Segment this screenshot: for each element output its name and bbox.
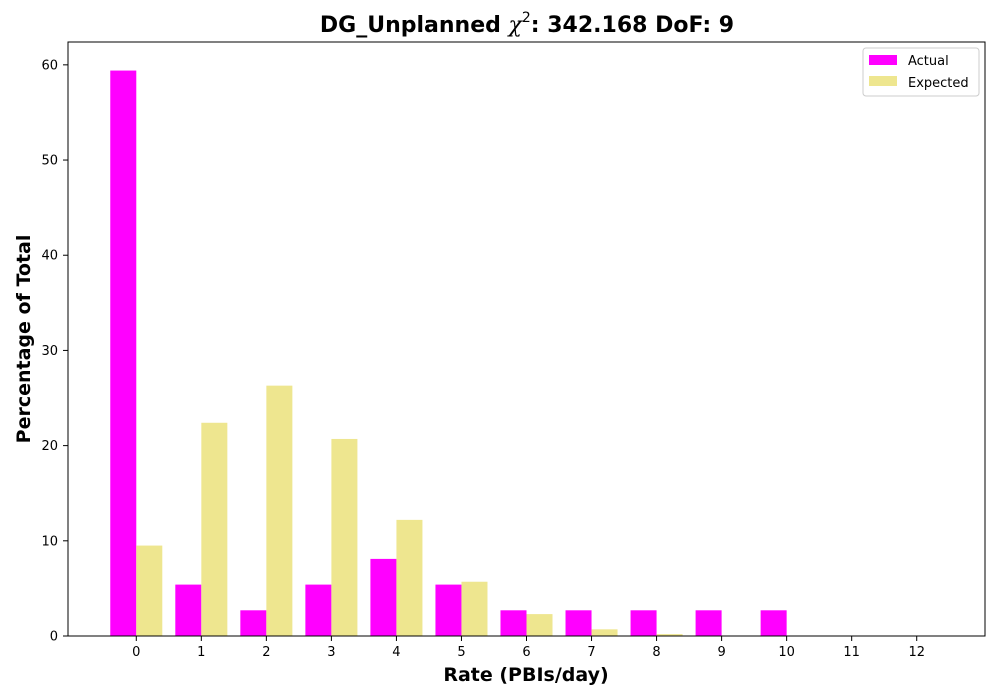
bar-actual-10	[760, 610, 787, 636]
bar-actual-5	[435, 584, 462, 636]
x-tick-label: 5	[457, 645, 465, 660]
bar-expected-6	[526, 614, 553, 636]
chart-title: DG_Unplanned χ2: 342.168 DoF: 9	[320, 10, 734, 38]
legend-label-expected: Expected	[908, 76, 969, 91]
bar-actual-2	[240, 610, 267, 636]
bar-actual-3	[305, 584, 332, 636]
y-tick-label: 50	[41, 154, 58, 169]
bar-actual-7	[565, 610, 592, 636]
bar-expected-4	[396, 519, 423, 636]
x-tick-label: 11	[843, 645, 860, 660]
bar-expected-2	[266, 385, 293, 636]
x-tick-label: 1	[197, 645, 205, 660]
bar-expected-1	[201, 422, 228, 636]
bar-expected-5	[461, 581, 488, 636]
legend: Actual Expected	[862, 47, 980, 97]
bars-group	[110, 70, 813, 637]
x-tick-label: 7	[587, 645, 595, 660]
plot-frame	[67, 41, 986, 637]
y-tick-label: 20	[41, 439, 58, 454]
y-axis-label: Percentage of Total	[13, 235, 35, 444]
bar-expected-0	[136, 545, 163, 636]
y-tick-label: 10	[41, 534, 58, 549]
bar-actual-9	[695, 610, 722, 636]
x-tick-label: 10	[778, 645, 795, 660]
legend-swatch-expected	[869, 76, 897, 86]
bar-expected-8	[656, 634, 683, 636]
y-axis-ticks: 0 10 20 30 40 50 60	[41, 58, 68, 645]
y-tick-label: 0	[50, 630, 58, 645]
bar-actual-8	[630, 610, 657, 636]
x-tick-label: 3	[327, 645, 335, 660]
x-tick-label: 4	[392, 645, 400, 660]
bar-expected-7	[591, 629, 618, 636]
bar-actual-0	[110, 70, 137, 637]
bar-actual-6	[500, 610, 527, 636]
x-tick-label: 12	[908, 645, 925, 660]
x-tick-label: 0	[132, 645, 140, 660]
x-tick-label: 2	[262, 645, 270, 660]
y-tick-label: 60	[41, 58, 58, 73]
y-tick-label: 30	[41, 344, 58, 359]
x-tick-label: 8	[652, 645, 660, 660]
x-axis-ticks: 0 1 2 3 4 5 6 7 8 9 10 11 12	[132, 636, 925, 660]
legend-label-actual: Actual	[908, 54, 949, 69]
x-tick-label: 9	[717, 645, 725, 660]
y-tick-label: 40	[41, 249, 58, 264]
bar-actual-1	[175, 584, 202, 636]
x-tick-label: 6	[522, 645, 530, 660]
bar-actual-4	[370, 558, 397, 636]
legend-swatch-actual	[869, 55, 897, 65]
x-axis-label: Rate (PBIs/day)	[443, 664, 608, 686]
bar-expected-3	[331, 438, 358, 636]
